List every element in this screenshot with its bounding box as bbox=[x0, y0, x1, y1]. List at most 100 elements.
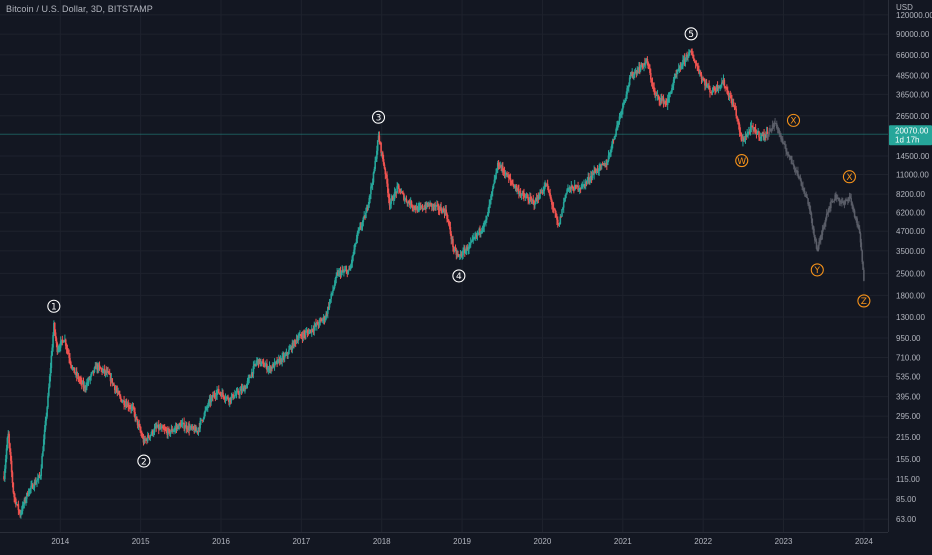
candle-body bbox=[618, 116, 621, 122]
candle-body bbox=[72, 367, 75, 369]
candle-body bbox=[410, 201, 413, 207]
candle-body bbox=[695, 63, 698, 65]
candle-body bbox=[168, 429, 170, 431]
candle-body bbox=[96, 365, 98, 370]
candle-body bbox=[31, 484, 34, 489]
candle-body bbox=[249, 376, 251, 378]
candle-body bbox=[4, 458, 7, 469]
candle-body bbox=[525, 196, 528, 198]
candle-body bbox=[206, 406, 209, 408]
candle-body bbox=[356, 232, 359, 239]
candle-body bbox=[442, 208, 444, 213]
candle-body bbox=[826, 212, 829, 214]
candle-body bbox=[731, 102, 734, 105]
last-price-badge[interactable] bbox=[889, 125, 932, 146]
candle-body bbox=[830, 201, 833, 203]
candle-body bbox=[508, 177, 511, 179]
candle-body bbox=[796, 171, 798, 173]
candle-body bbox=[819, 240, 821, 242]
candle-body bbox=[546, 183, 549, 187]
candle-body bbox=[294, 340, 297, 343]
candle-body bbox=[250, 377, 252, 379]
candle-body bbox=[245, 384, 248, 389]
price-tick-label: 26500.00 bbox=[896, 112, 930, 121]
candle-body bbox=[706, 85, 709, 87]
candle-body bbox=[376, 140, 379, 151]
candle-body bbox=[329, 298, 332, 302]
candle-body bbox=[438, 209, 441, 211]
grid bbox=[0, 0, 888, 532]
candle-body bbox=[783, 143, 786, 145]
candle-body bbox=[752, 127, 754, 130]
candle-body bbox=[104, 370, 107, 373]
candle-body bbox=[638, 66, 640, 73]
time-axis[interactable]: 2014 2015 2016 2017 2018 2019 2020 2021 2022 2023… bbox=[0, 532, 932, 550]
candle-body bbox=[725, 87, 727, 89]
candle-body bbox=[551, 204, 554, 208]
candle-body bbox=[749, 126, 752, 133]
candle-body bbox=[272, 363, 274, 369]
candle-body bbox=[702, 78, 705, 81]
candle-body bbox=[843, 203, 846, 205]
time-tick-label: 2018 bbox=[373, 537, 391, 546]
candle-body bbox=[198, 427, 201, 429]
candle-body bbox=[287, 353, 289, 355]
candle-body bbox=[632, 71, 634, 77]
candle-body bbox=[829, 206, 831, 209]
candle-body bbox=[759, 137, 761, 139]
candle-body bbox=[551, 200, 553, 205]
candle-body bbox=[549, 193, 551, 197]
candle-body bbox=[622, 102, 625, 104]
candle-body bbox=[480, 230, 483, 232]
candle-body bbox=[212, 394, 215, 398]
candle-body bbox=[798, 177, 801, 179]
candle-body bbox=[404, 198, 407, 200]
candle-body bbox=[22, 504, 25, 506]
candle-body bbox=[447, 220, 450, 225]
candle-body bbox=[280, 358, 283, 363]
candle-body bbox=[201, 419, 204, 421]
candle-body bbox=[270, 366, 272, 371]
candle-body bbox=[640, 63, 643, 67]
candle-body bbox=[400, 192, 403, 194]
time-tick-label: 2023 bbox=[775, 537, 793, 546]
candle-body bbox=[301, 336, 304, 339]
candle-body bbox=[403, 193, 405, 200]
candle-body bbox=[178, 423, 180, 430]
candle-body bbox=[812, 225, 814, 229]
candle-body bbox=[216, 390, 218, 395]
candle-body bbox=[435, 205, 437, 207]
candle-body bbox=[838, 197, 841, 202]
candle-body bbox=[67, 350, 70, 354]
candle-body bbox=[175, 427, 178, 429]
candle-body bbox=[339, 271, 342, 276]
symbol-title[interactable]: Bitcoin / U.S. Dollar, 3D, BITSTAMP bbox=[6, 4, 153, 14]
candle-body bbox=[10, 460, 13, 473]
candle-body bbox=[662, 97, 665, 104]
candle-body bbox=[332, 290, 334, 294]
candle-body bbox=[753, 127, 756, 130]
candle-body bbox=[164, 429, 167, 431]
candle-body bbox=[170, 429, 173, 432]
time-axis-panel bbox=[0, 532, 932, 550]
candle-body bbox=[157, 424, 159, 427]
candle-body bbox=[456, 254, 458, 256]
candle-body bbox=[376, 150, 378, 159]
candle-body bbox=[9, 443, 11, 453]
candle-body bbox=[849, 196, 852, 199]
candle-body bbox=[120, 399, 123, 403]
candle-body bbox=[628, 84, 630, 88]
candle-body bbox=[825, 218, 827, 223]
candle-body bbox=[242, 387, 245, 389]
time-tick-label: 2024 bbox=[855, 537, 873, 546]
candle-body bbox=[573, 185, 576, 191]
candle-body bbox=[584, 181, 587, 187]
candle-body bbox=[321, 319, 324, 322]
wave-label-x: X bbox=[846, 173, 852, 183]
candle-body bbox=[682, 58, 685, 60]
candle-body bbox=[803, 188, 805, 191]
candle-body bbox=[168, 430, 171, 434]
